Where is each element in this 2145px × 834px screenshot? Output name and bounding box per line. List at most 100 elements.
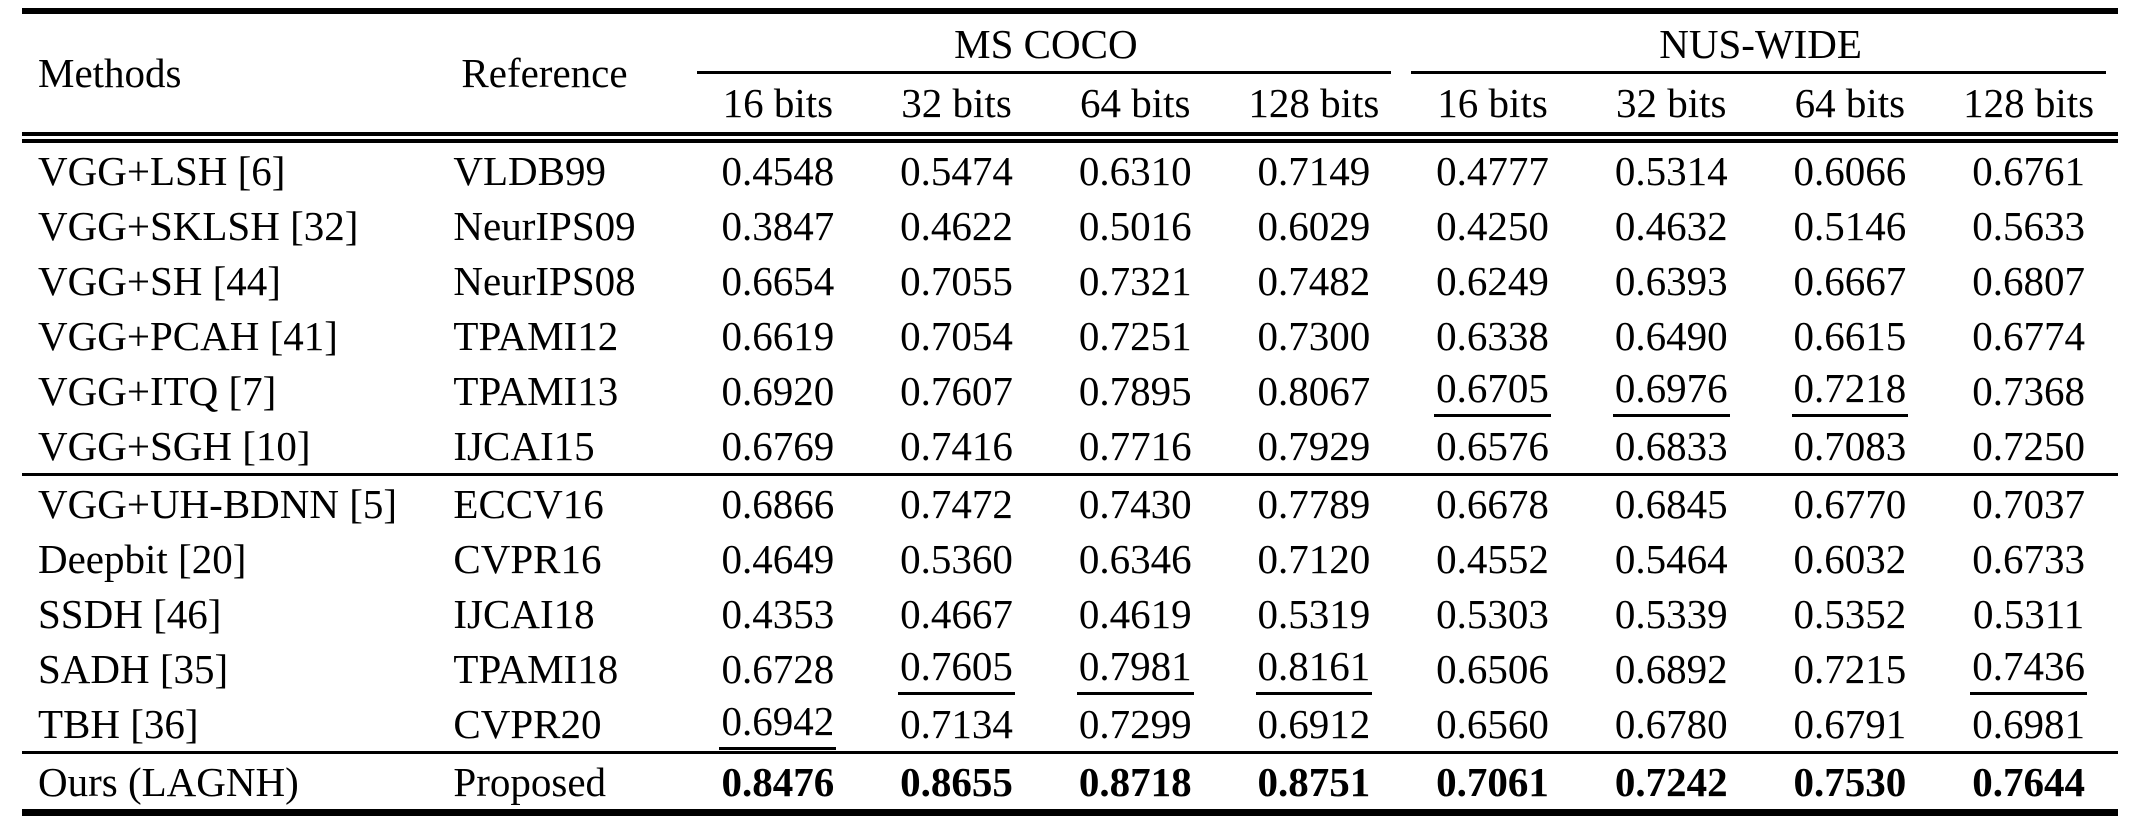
value-cell: 0.7299: [1046, 696, 1225, 753]
method-cell: Deepbit [20]: [38, 535, 247, 582]
bits-header: 128 bits: [1224, 74, 1404, 143]
value-cell: 0.6346: [1046, 531, 1225, 586]
value-text: 0.5464: [1614, 535, 1728, 582]
table-row: Ours (LAGNH) Proposed 0.8476 0.8655 0.8718 0.…: [22, 751, 2118, 813]
method-cell: VGG+SGH [10]: [38, 422, 311, 469]
table-row: VGG+SGH [10] IJCAI15 0.6769 0.7416 0.7716 0.7…: [22, 418, 2118, 475]
value-text: 0.6393: [1614, 257, 1728, 304]
value-cell: 0.8161: [1225, 641, 1404, 696]
reference-cell: IJCAI15: [453, 422, 595, 469]
value-text: 0.6728: [721, 645, 835, 692]
value-text: 0.7321: [1078, 257, 1192, 304]
value-cell: 0.6920: [689, 363, 868, 418]
value-cell: 0.6506: [1403, 641, 1582, 696]
value-text: 0.7895: [1078, 367, 1192, 414]
value-text: 0.7299: [1078, 700, 1192, 747]
value-text: 0.6770: [1793, 480, 1907, 527]
value-cell: 0.7436: [1939, 641, 2118, 696]
value-cell: 0.7055: [867, 253, 1046, 308]
value-text: 0.6678: [1436, 480, 1549, 527]
value-cell: 0.6490: [1582, 308, 1761, 363]
value-cell: 0.3847: [689, 198, 868, 253]
value-cell: 0.7120: [1225, 531, 1404, 586]
value-cell: 0.6728: [689, 641, 868, 696]
value-text: 0.6066: [1793, 147, 1907, 194]
value-text: 0.6833: [1614, 422, 1728, 469]
value-text: 0.6866: [721, 480, 835, 527]
value-text: 0.7368: [1972, 367, 2085, 414]
value-text: 0.6845: [1614, 480, 1728, 527]
value-text: 0.6338: [1436, 312, 1549, 359]
value-cell: 0.8067: [1225, 363, 1404, 418]
value-cell: 0.5311: [1939, 586, 2118, 641]
value-text: 0.4622: [900, 202, 1013, 249]
second-best-value: 0.7218: [1791, 364, 1909, 417]
value-cell: 0.8718: [1045, 751, 1225, 813]
value-text: 0.5311: [1973, 590, 2085, 637]
method-cell: VGG+SH [44]: [38, 257, 281, 304]
value-cell: 0.5474: [867, 138, 1046, 199]
value-cell: 0.7789: [1224, 473, 1404, 531]
value-cell: 0.6667: [1761, 253, 1940, 308]
value-cell: 0.6774: [1939, 308, 2118, 363]
value-cell: 0.6761: [1939, 138, 2118, 199]
value-text: 0.7055: [900, 257, 1013, 304]
value-text: 0.5360: [900, 535, 1013, 582]
best-value: 0.7644: [1972, 758, 2085, 805]
value-text: 0.6490: [1614, 312, 1728, 359]
value-text: 0.3847: [721, 202, 835, 249]
value-cell: 0.5319: [1225, 586, 1404, 641]
group-header-row: Methods Reference MS COCO NUS-WIDE: [22, 11, 2118, 143]
method-cell: SSDH [46]: [38, 590, 222, 637]
table-row: TBH [36] CVPR20 0.6942 0.7134 0.7299 0.6912 0.…: [22, 696, 2118, 753]
value-cell: 0.6678: [1403, 473, 1582, 531]
value-cell: 0.6807: [1939, 253, 2118, 308]
reference-cell: Proposed: [445, 751, 689, 813]
best-value: 0.7242: [1614, 758, 1728, 805]
value-text: 0.7250: [1972, 422, 2085, 469]
value-cell: 0.7149: [1225, 138, 1404, 199]
table-row: VGG+ITQ [7] TPAMI13 0.6920 0.7607 0.7895 0.80…: [22, 363, 2118, 418]
value-cell: 0.5464: [1582, 531, 1761, 586]
value-cell: 0.6942: [689, 696, 868, 753]
table-header: Methods Reference MS COCO NUS-WIDE 16 bi…: [22, 11, 2118, 143]
value-text: 0.6506: [1436, 645, 1549, 692]
reference-cell: NeurIPS08: [453, 257, 636, 304]
reference-column-header: Reference: [445, 11, 689, 143]
method-cell: VGG+PCAH [41]: [38, 312, 338, 359]
value-cell: 0.4632: [1582, 198, 1761, 253]
bits-header: 32 bits: [867, 74, 1046, 143]
value-text: 0.7789: [1257, 480, 1371, 527]
value-text: 0.7037: [1972, 480, 2085, 527]
value-cell: 0.7607: [867, 363, 1046, 418]
value-text: 0.7215: [1793, 645, 1907, 692]
value-text: 0.5314: [1614, 147, 1728, 194]
value-cell: 0.4622: [867, 198, 1046, 253]
bits-header: 64 bits: [1045, 74, 1225, 143]
value-text: 0.5474: [900, 147, 1013, 194]
value-text: 0.7120: [1257, 535, 1371, 582]
second-best-value: 0.7605: [898, 642, 1015, 695]
value-cell: 0.7134: [867, 696, 1046, 753]
value-cell: 0.7061: [1403, 751, 1582, 813]
value-cell: 0.6733: [1939, 531, 2118, 586]
value-cell: 0.6769: [689, 418, 868, 475]
value-cell: 0.7416: [867, 418, 1046, 475]
value-cell: 0.7430: [1045, 473, 1225, 531]
value-text: 0.7251: [1078, 312, 1192, 359]
best-value: 0.8718: [1078, 758, 1192, 805]
value-text: 0.6761: [1972, 147, 2085, 194]
dataset-header-nus-wide: NUS-WIDE: [1403, 11, 2118, 74]
value-text: 0.5303: [1436, 590, 1549, 637]
second-best-value: 0.7981: [1076, 642, 1194, 695]
reference-cell: CVPR16: [453, 535, 602, 582]
value-text: 0.7430: [1078, 480, 1192, 527]
value-cell: 0.7929: [1225, 418, 1404, 475]
value-cell: 0.5339: [1582, 586, 1761, 641]
value-text: 0.7929: [1257, 422, 1371, 469]
reference-cell: TPAMI13: [453, 367, 619, 414]
best-value: 0.8476: [721, 758, 835, 805]
value-text: 0.7054: [900, 312, 1013, 359]
value-cell: 0.7037: [1939, 473, 2118, 531]
